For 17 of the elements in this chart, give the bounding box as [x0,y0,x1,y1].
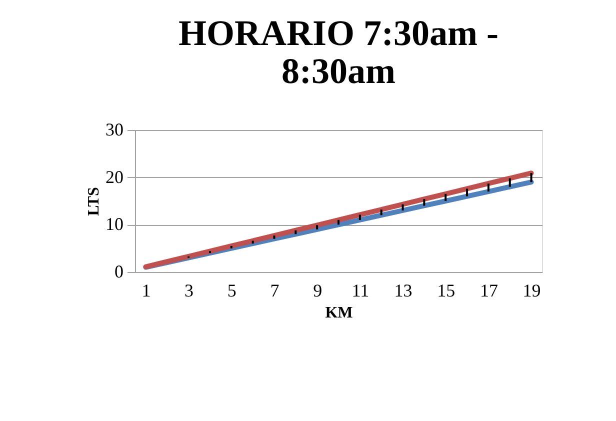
x-tick-label: 13 [394,280,412,300]
x-tick-label: 15 [437,280,456,300]
y-axis-title: LTS [86,187,102,216]
chart-title: HORARIO 7:30am - 8:30am [178,13,498,91]
x-tick-label: 11 [352,280,370,300]
y-tick-label: 0 [114,262,124,282]
y-tick-label: 20 [106,166,124,187]
x-tick-label: 17 [480,280,498,300]
x-axis-title: KM [325,304,353,322]
x-tick-label: 1 [142,280,151,300]
y-tick-label: 30 [106,120,124,140]
x-tick-label: 3 [184,280,194,300]
x-tick-label: 9 [313,280,322,300]
x-tick-label: 7 [270,280,280,300]
x-tick-label: 19 [522,280,541,300]
x-tick-label: 5 [227,280,236,300]
y-tick-label: 10 [106,214,124,234]
